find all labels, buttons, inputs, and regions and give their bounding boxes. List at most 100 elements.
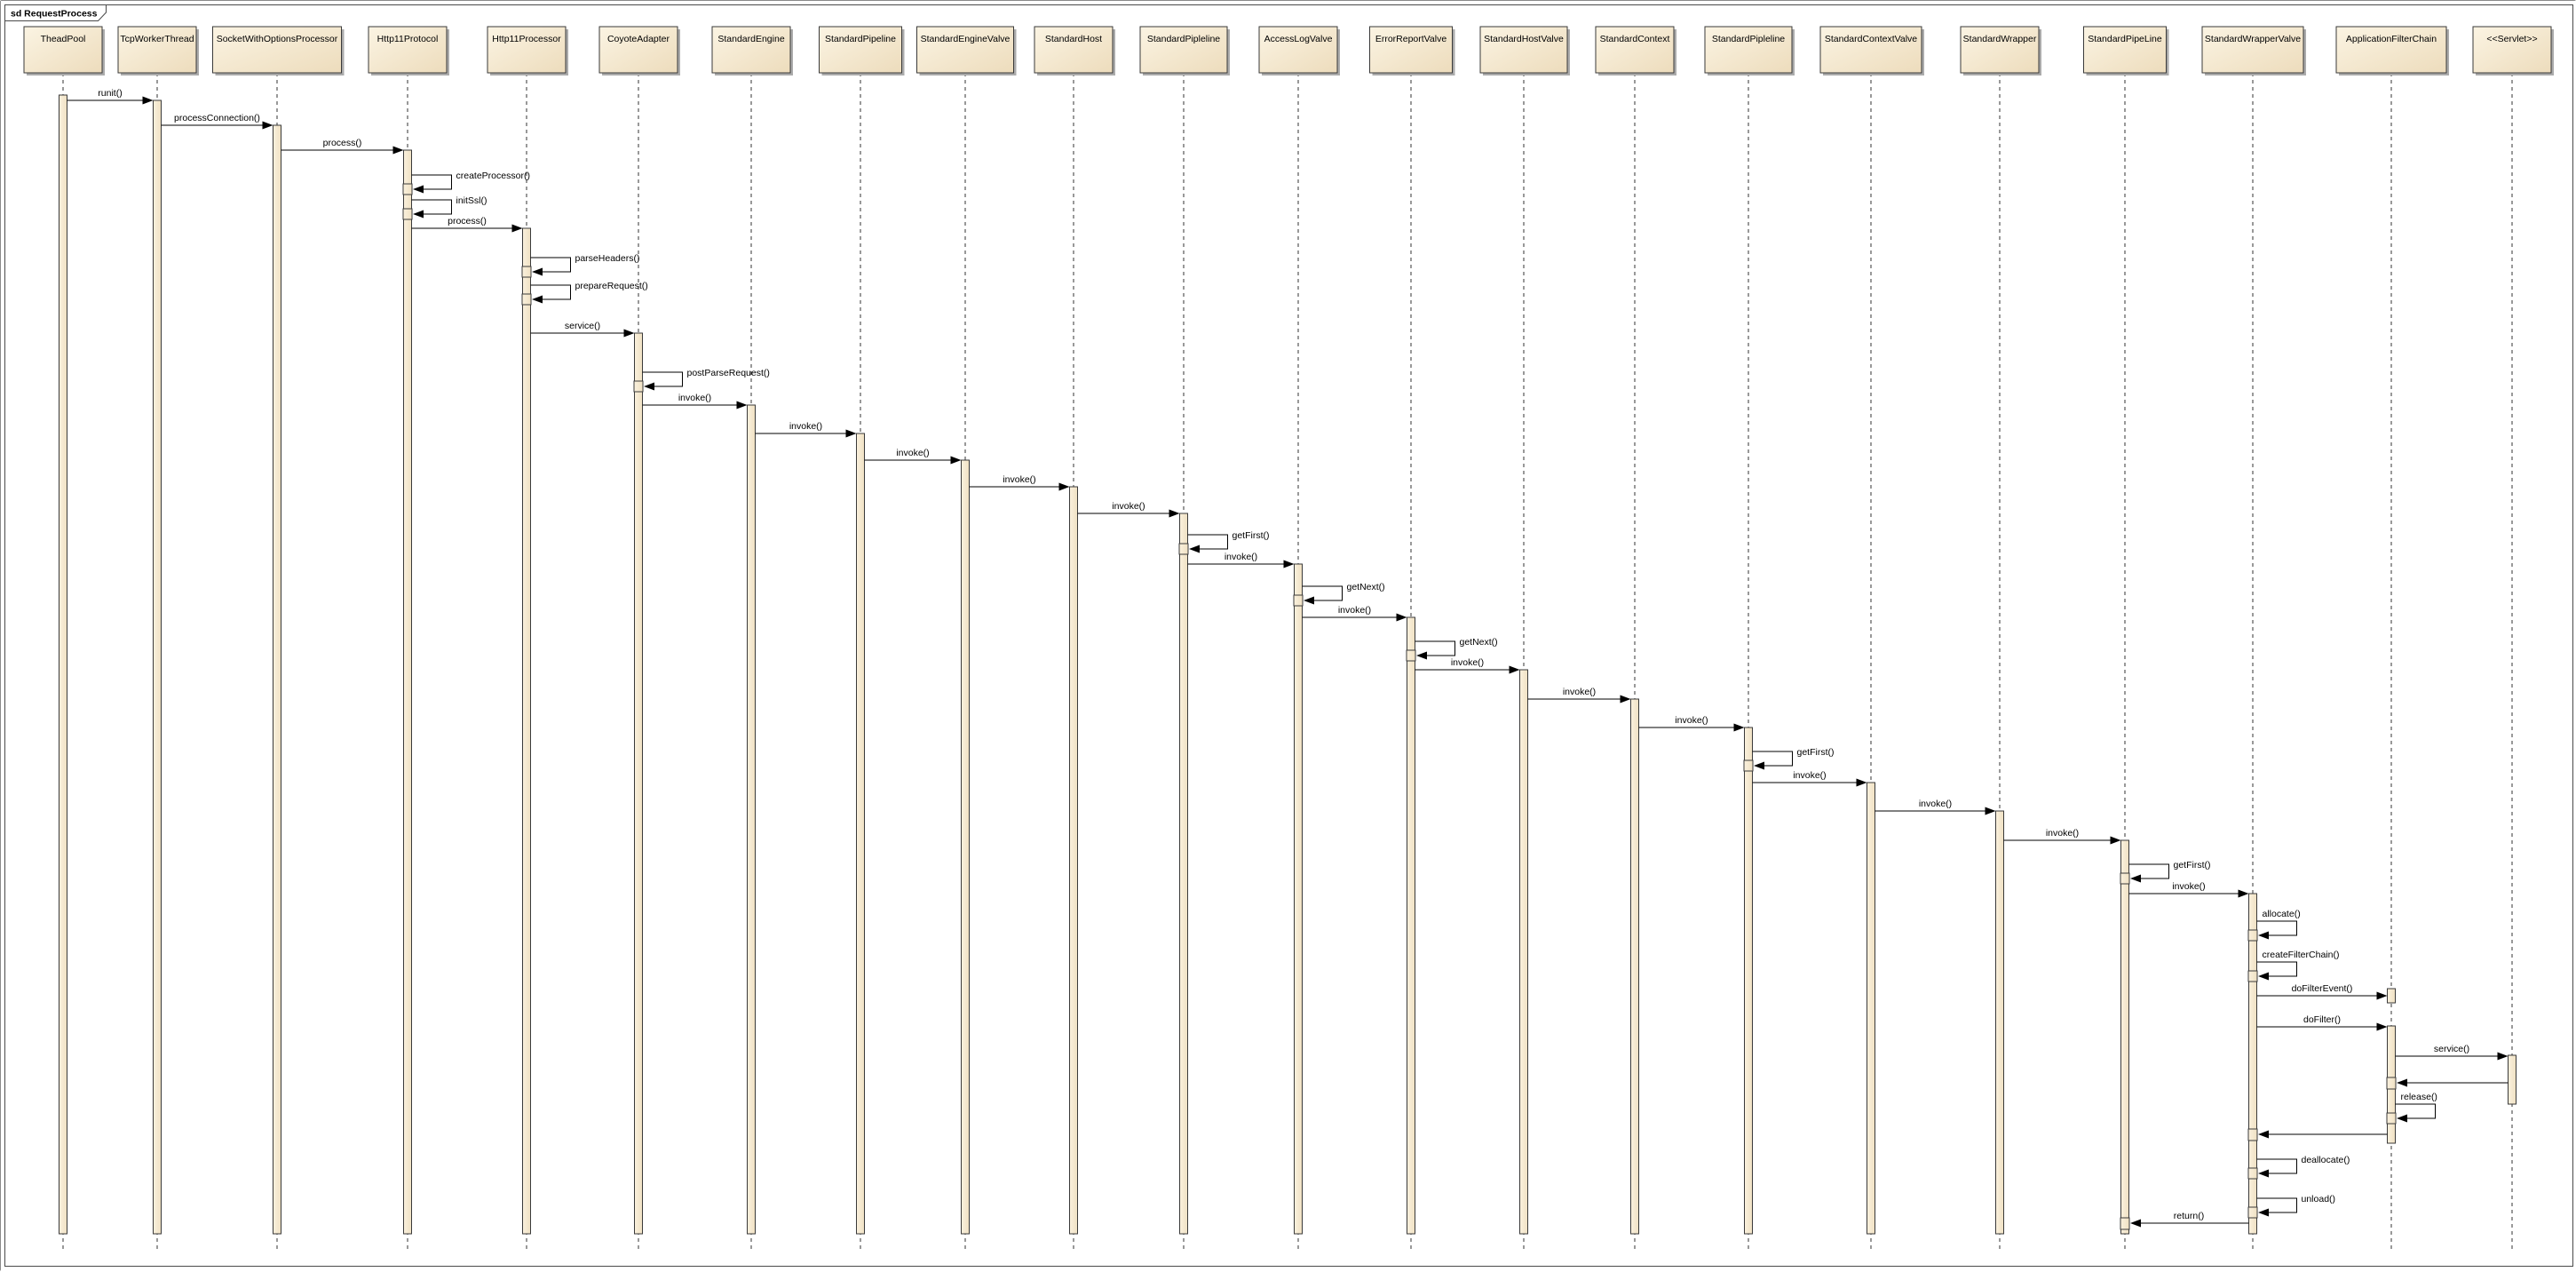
- nested-activation: [2247, 1167, 2258, 1180]
- message-21-invoke: invoke(): [1415, 657, 1520, 674]
- message-arrowhead: [532, 295, 543, 304]
- message-31-createfilterchain: createFilterChain(): [2247, 950, 2339, 982]
- activation-bar-18: [2120, 839, 2129, 1235]
- lifeline-head: [1369, 26, 1453, 74]
- message-36-release: release(): [2386, 1092, 2437, 1125]
- lifeline-head: [711, 26, 791, 74]
- message-arrowhead: [2397, 1078, 2407, 1087]
- lifeline-head: [117, 26, 197, 74]
- message-arrowhead: [532, 267, 543, 276]
- message-label: service(): [565, 321, 600, 331]
- activation-bar-0: [59, 94, 67, 1235]
- message-arrowhead: [392, 146, 404, 155]
- message-1-runit: runit(): [67, 88, 154, 105]
- message-label: createProcessor(): [456, 171, 530, 181]
- message-label: getNext(): [1347, 582, 1385, 592]
- message-34-service: service(): [2395, 1044, 2509, 1061]
- lifeline-15-standardpipleline: StandardPipleline: [1704, 26, 1795, 1250]
- lifeline-head-label: StandardPipleline: [1712, 34, 1785, 44]
- lifeline-head: [2083, 26, 2167, 74]
- message-arrowhead: [1856, 778, 1867, 787]
- message-arrowhead: [623, 329, 635, 338]
- message-arrowhead: [1620, 695, 1631, 704]
- message-arrowhead: [2110, 836, 2121, 845]
- lifeline-head: [368, 26, 448, 74]
- self-call-loop-line: [1752, 751, 1793, 767]
- message-arrowhead: [2258, 1130, 2269, 1139]
- lifeline-head-label: ApplicationFilterChain: [2346, 34, 2437, 44]
- self-call-loop-line: [2256, 1158, 2297, 1174]
- activation-bar-14: [1630, 698, 1639, 1235]
- message-label: invoke(): [2172, 881, 2205, 892]
- message-arrowhead: [262, 121, 273, 130]
- self-call-loop-line: [411, 174, 452, 190]
- message-37-msg: [2247, 1128, 2388, 1141]
- lifeline-head-label: StandardWrapper: [1963, 34, 2037, 44]
- self-call-loop-line: [1415, 640, 1455, 656]
- lifeline-8-standardenginevalve: StandardEngineValve: [916, 26, 1017, 1250]
- activation-bar-4: [522, 227, 531, 1235]
- lifeline-head: [1139, 26, 1228, 74]
- self-call-loop-line: [530, 257, 571, 273]
- lifeline-head: [2201, 26, 2304, 74]
- message-label: invoke(): [1338, 605, 1371, 616]
- self-call-loop-line: [411, 199, 452, 215]
- activation-bar-7: [856, 433, 865, 1235]
- nested-activation: [521, 293, 532, 306]
- message-label: initSsl(): [456, 195, 487, 206]
- message-label: getNext(): [1460, 637, 1498, 648]
- nested-activation: [2247, 929, 2258, 942]
- lifeline-head: [916, 26, 1014, 74]
- message-arrowhead: [1169, 509, 1180, 518]
- message-arrowhead: [142, 96, 154, 105]
- message-19-invoke: invoke(): [1302, 605, 1407, 622]
- message-arrowhead: [1304, 596, 1314, 605]
- message-label: invoke(): [1563, 687, 1596, 697]
- activation-bar-1: [153, 99, 162, 1235]
- message-label: runit(): [98, 88, 122, 99]
- message-arrowhead: [1283, 560, 1295, 568]
- nested-activation: [1743, 759, 1754, 772]
- message-label: invoke(): [1675, 715, 1708, 726]
- activation-bar-19: [2248, 893, 2257, 1235]
- message-label: unload(): [2302, 1194, 2336, 1204]
- message-6-process: process(): [411, 216, 523, 233]
- message-33-dofilter: doFilter(): [2256, 1014, 2388, 1031]
- message-arrowhead: [1733, 723, 1745, 732]
- message-label: processConnection(): [174, 113, 260, 123]
- message-label: prepareRequest(): [575, 281, 648, 291]
- nested-activation: [1178, 543, 1189, 555]
- activation-bar-20: [2387, 988, 2396, 1004]
- message-arrowhead: [2376, 1022, 2388, 1031]
- message-label: getFirst(): [1797, 747, 1835, 758]
- message-arrowhead: [2497, 1052, 2509, 1061]
- message-label: process(): [448, 216, 487, 227]
- message-14-invoke: invoke(): [969, 474, 1070, 491]
- message-3-process: process(): [281, 138, 404, 155]
- lifeline-head-label: StandardContextValve: [1825, 34, 1917, 44]
- message-arrowhead: [2258, 972, 2269, 981]
- message-arrowhead: [644, 382, 654, 391]
- lifeline-head-label: <<Servlet>>: [2486, 34, 2537, 44]
- message-29-invoke: invoke(): [2128, 881, 2249, 898]
- lifeline-head-label: StandardPipleline: [1147, 34, 1220, 44]
- message-label: service(): [2434, 1044, 2469, 1054]
- self-call-loop-line: [1187, 534, 1228, 550]
- self-call-loop-line: [2256, 1197, 2297, 1213]
- message-label: doFilter(): [2303, 1014, 2341, 1025]
- diagram-frame: [4, 4, 2573, 1267]
- nested-activation: [402, 208, 413, 220]
- lifeline-head: [1258, 26, 1338, 74]
- message-28-getfirst: getFirst(): [2120, 860, 2211, 885]
- message-arrowhead: [2130, 874, 2141, 883]
- lifeline-21-servlet: <<Servlet>>: [2472, 26, 2554, 1250]
- self-call-loop-line: [530, 284, 571, 300]
- message-18-getnext: getNext(): [1293, 582, 1385, 607]
- lifeline-head-label: CoyoteAdapter: [607, 34, 670, 44]
- lifeline-head: [2335, 26, 2447, 74]
- message-arrowhead: [2397, 1114, 2407, 1123]
- message-arrowhead: [1058, 482, 1070, 491]
